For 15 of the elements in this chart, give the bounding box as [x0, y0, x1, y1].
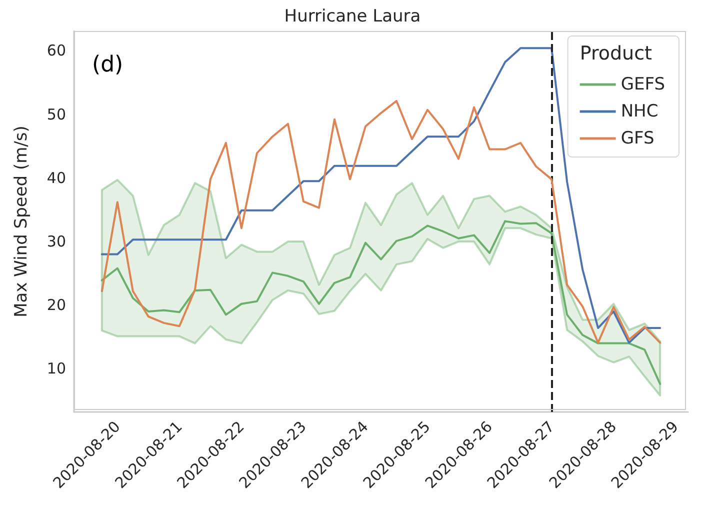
chart-title: Hurricane Laura: [284, 6, 421, 26]
y-tick-label: 40: [46, 168, 66, 187]
y-tick-label: 20: [46, 296, 66, 314]
line-series: [100, 100, 662, 344]
legend-label: NHC: [620, 102, 658, 122]
y-tick-label: 60: [46, 42, 66, 60]
line-series: [100, 220, 662, 386]
annotation: (d): [92, 52, 124, 78]
y-tick-label: 50: [46, 105, 66, 124]
legend-label: GEFS: [620, 74, 665, 94]
legend-title: Product: [580, 42, 652, 64]
legend-label: GFS: [620, 128, 654, 148]
y-tick-label: 30: [46, 232, 66, 251]
y-axis-title: Max Wind Speed (m/s): [12, 126, 32, 318]
y-tick-label: 10: [46, 360, 66, 378]
